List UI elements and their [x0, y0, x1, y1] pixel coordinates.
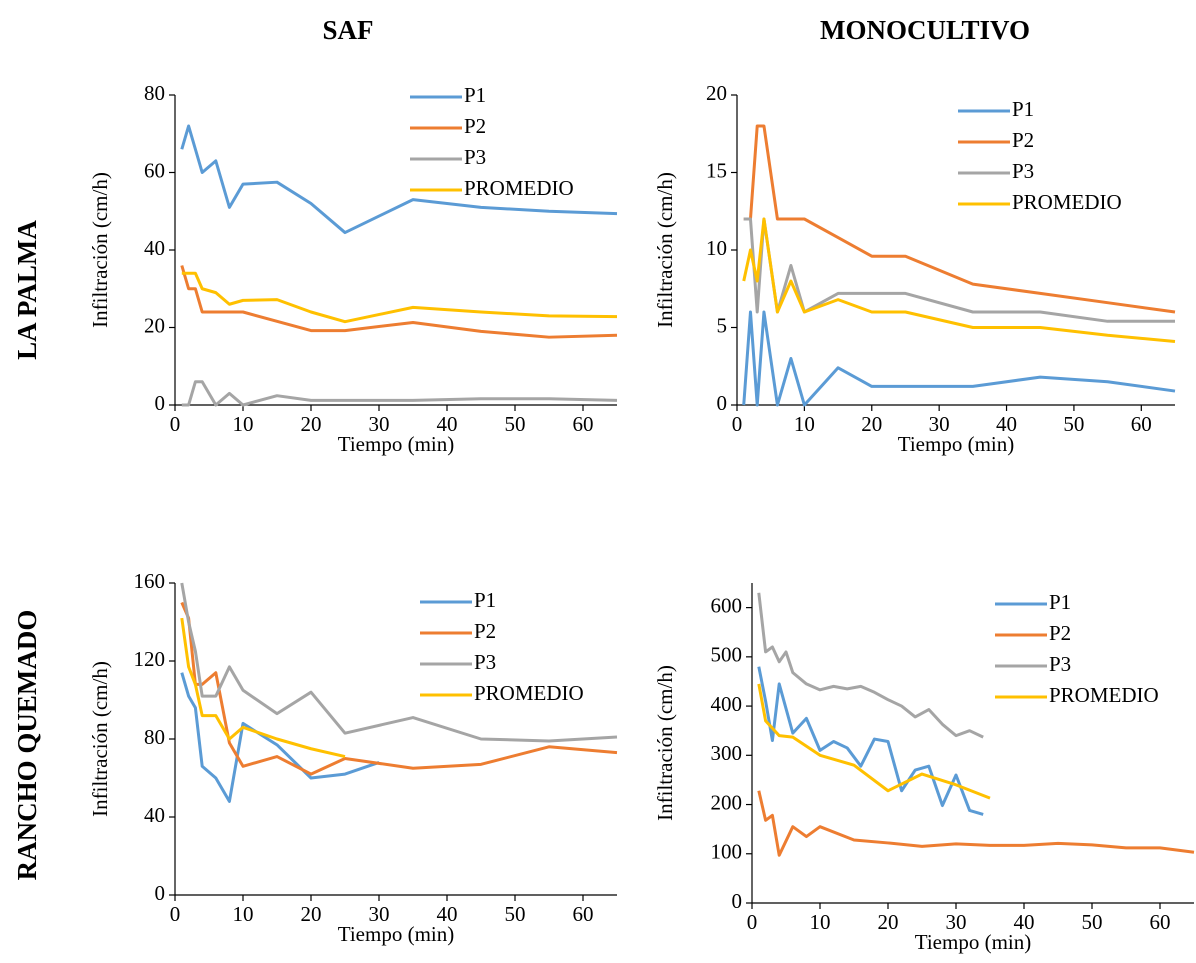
x-tick-label: 20: [861, 412, 882, 436]
series-line: [742, 217, 1176, 343]
series-line: [180, 617, 346, 759]
y-tick-label: 300: [711, 741, 743, 765]
y-tick-label: 20: [144, 313, 165, 337]
legend-label: PROMEDIO: [464, 176, 574, 200]
x-tick-label: 50: [1063, 412, 1084, 436]
x-tick-label: 20: [301, 412, 322, 436]
series-line: [180, 672, 380, 803]
y-tick-label: 5: [717, 313, 728, 337]
row-title: LA PALMA: [12, 220, 42, 360]
x-tick-label: 10: [233, 412, 254, 436]
x-tick-label: 30: [369, 902, 390, 926]
legend-label: P2: [1012, 128, 1034, 152]
x-tick-label: 30: [946, 910, 967, 934]
x-tick-label: 50: [1082, 910, 1103, 934]
y-axis-title: Infiltración (cm/h): [88, 172, 112, 328]
x-axis-title: Tiempo (min): [338, 432, 454, 456]
y-tick-label: 160: [134, 569, 166, 593]
y-tick-label: 0: [732, 889, 743, 913]
x-tick-label: 0: [170, 902, 181, 926]
x-tick-label: 20: [301, 902, 322, 926]
x-tick-label: 40: [437, 412, 458, 436]
series-line: [181, 380, 618, 407]
x-axis-title: Tiempo (min): [338, 922, 454, 946]
y-tick-label: 60: [144, 158, 165, 182]
legend-label: P3: [1012, 159, 1034, 183]
series-line: [757, 683, 991, 800]
legend-label: P3: [474, 650, 496, 674]
legend-label: P2: [464, 114, 486, 138]
legend-label: P2: [1049, 621, 1071, 645]
row-title: RANCHO QUEMADO: [12, 610, 42, 881]
x-tick-label: 50: [505, 412, 526, 436]
x-tick-label: 40: [996, 412, 1017, 436]
series-line: [180, 124, 618, 235]
x-tick-label: 40: [437, 902, 458, 926]
y-axis-title: Infiltración (cm/h): [653, 665, 677, 821]
x-tick-label: 20: [878, 910, 899, 934]
y-tick-label: 0: [155, 881, 166, 905]
x-tick-label: 40: [1014, 910, 1035, 934]
legend-label: P3: [1049, 652, 1071, 676]
x-tick-label: 10: [810, 910, 831, 934]
y-tick-label: 400: [711, 692, 743, 716]
series-line: [757, 666, 984, 816]
x-tick-label: 60: [1131, 412, 1152, 436]
x-tick-label: 0: [732, 412, 743, 436]
x-tick-label: 60: [573, 902, 594, 926]
series-line: [757, 592, 984, 739]
x-tick-label: 10: [794, 412, 815, 436]
x-tick-label: 0: [170, 412, 181, 436]
legend-label: PROMEDIO: [474, 681, 584, 705]
column-title: SAF: [322, 15, 373, 45]
legend-label: P2: [474, 619, 496, 643]
y-tick-label: 600: [711, 593, 743, 617]
y-tick-label: 40: [144, 236, 165, 260]
y-tick-label: 80: [144, 725, 165, 749]
y-tick-label: 15: [706, 158, 727, 182]
legend-label: P1: [474, 588, 496, 612]
legend-label: PROMEDIO: [1012, 190, 1122, 214]
series-line: [743, 124, 1176, 314]
x-tick-label: 10: [233, 902, 254, 926]
legend-label: P1: [1049, 590, 1071, 614]
y-tick-label: 0: [155, 391, 166, 415]
series-line: [180, 265, 618, 339]
y-tick-label: 20: [706, 81, 727, 105]
x-tick-label: 30: [369, 412, 390, 436]
x-tick-label: 60: [1150, 910, 1171, 934]
legend-label: P1: [464, 83, 486, 107]
series-line: [180, 582, 618, 743]
y-tick-label: 0: [717, 391, 728, 415]
y-tick-label: 40: [144, 803, 165, 827]
series-line: [181, 271, 618, 324]
column-title: MONOCULTIVO: [820, 15, 1030, 45]
series-line: [742, 310, 1176, 407]
legend-label: P3: [464, 145, 486, 169]
series-line: [743, 217, 1175, 323]
y-tick-label: 100: [711, 840, 743, 864]
x-tick-label: 0: [747, 910, 758, 934]
y-tick-label: 500: [711, 643, 743, 667]
y-axis-title: Infiltración (cm/h): [653, 172, 677, 328]
x-tick-label: 30: [929, 412, 950, 436]
y-axis-title: Infiltración (cm/h): [88, 661, 112, 817]
x-axis-title: Tiempo (min): [915, 930, 1031, 954]
x-axis-title: Tiempo (min): [898, 432, 1014, 456]
y-tick-label: 200: [711, 790, 743, 814]
legend-label: PROMEDIO: [1049, 683, 1159, 707]
y-tick-label: 10: [706, 236, 727, 260]
x-tick-label: 60: [573, 412, 594, 436]
y-tick-label: 80: [144, 81, 165, 105]
series-line: [757, 790, 1195, 857]
x-tick-label: 50: [505, 902, 526, 926]
y-tick-label: 120: [134, 647, 166, 671]
legend-label: P1: [1012, 97, 1034, 121]
